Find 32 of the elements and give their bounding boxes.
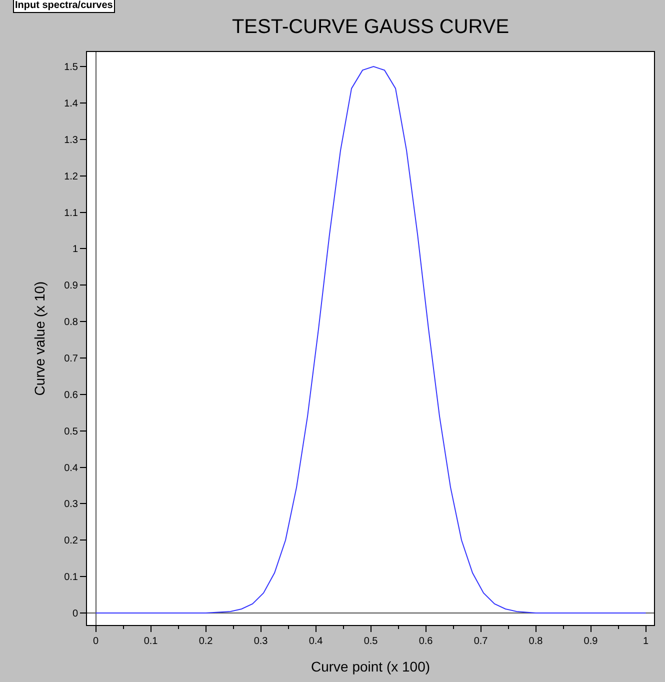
chart-title: TEST-CURVE GAUSS CURVE (232, 16, 510, 38)
x-axis-title: Curve point (x 100) (310, 658, 430, 674)
x-tick-label: 0.2 (198, 636, 214, 647)
y-tick-label: 0.4 (64, 462, 78, 474)
y-tick-label: 0.8 (64, 317, 78, 328)
text: Input spectra/curves (15, 0, 114, 11)
x-tick-label: 0.6 (418, 636, 434, 647)
x-tick-label: 0.1 (144, 636, 158, 647)
y-tick-label: 0 (72, 608, 78, 620)
x-tick-label: 1 (642, 636, 649, 647)
x-tick-label: 0.7 (474, 636, 488, 647)
y-tick-label: 0.1 (64, 572, 78, 584)
y-tick-label: 1.4 (64, 98, 78, 110)
y-tick-label: 1 (72, 244, 78, 256)
x-tick-label: 0.9 (584, 636, 598, 647)
y-tick-label: 1.1 (64, 208, 78, 219)
y-tick-label: 1.3 (64, 134, 78, 146)
y-tick-label: 0.2 (64, 536, 78, 547)
y-tick-label: 1.5 (64, 62, 78, 74)
line-series (95, 66, 646, 614)
y-tick-label: 1.2 (64, 171, 78, 182)
x-tick-label: 0.3 (254, 636, 268, 647)
y-axis-title: Curve value (x 10) (32, 281, 48, 396)
y-tick-label: 0.3 (64, 499, 78, 510)
x-tick-label: 0.4 (308, 636, 324, 647)
y-tick-label: 0.7 (64, 353, 78, 364)
y-tick-label: 0.6 (64, 390, 78, 401)
y-tick-label: 0.9 (64, 280, 78, 292)
x-tick-label: 0 (93, 636, 100, 647)
y-tick-label: 0.5 (64, 426, 78, 438)
x-tick-label: 0.5 (364, 636, 378, 647)
x-tick-label: 0.8 (528, 636, 544, 647)
